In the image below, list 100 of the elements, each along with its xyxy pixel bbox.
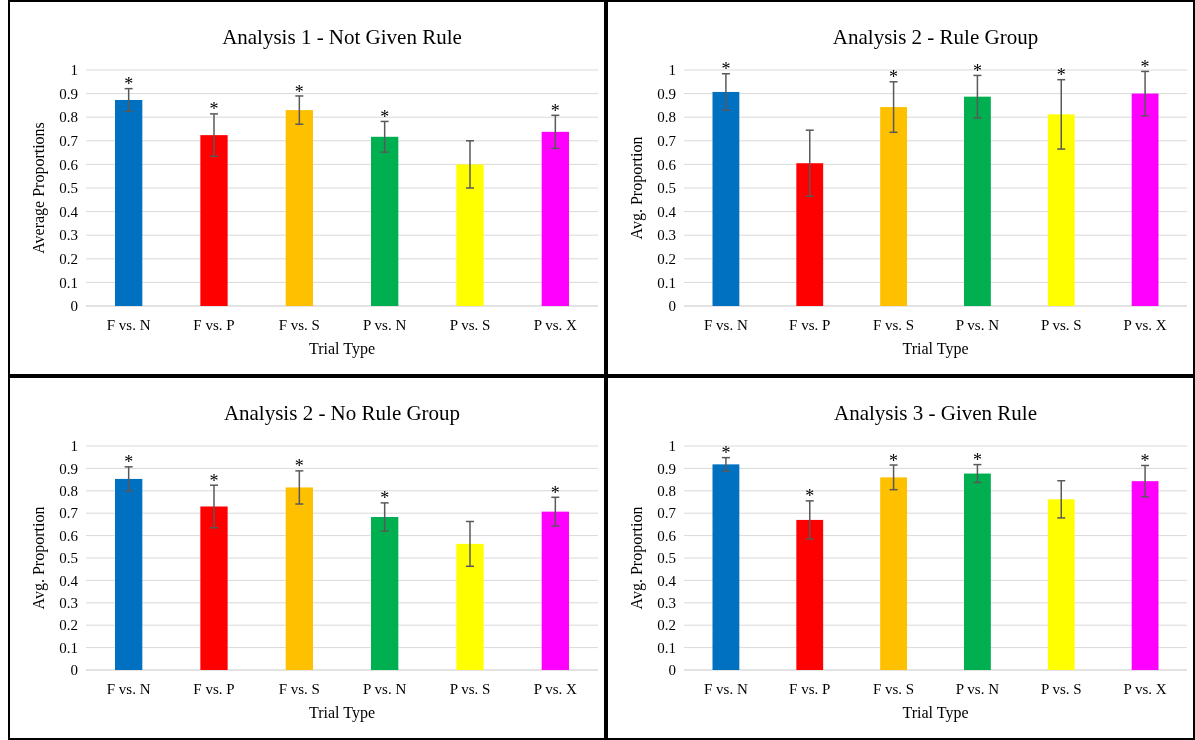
bar bbox=[541, 131, 569, 306]
annotation: * bbox=[209, 99, 219, 120]
y-tick-label: 0.3 bbox=[657, 595, 676, 612]
x-axis-title: Trial Type bbox=[309, 704, 375, 722]
bar bbox=[371, 136, 399, 306]
x-tick-label: P vs. S bbox=[449, 317, 491, 333]
y-tick-label: 0.8 bbox=[657, 483, 676, 500]
x-tick-label: P vs. X bbox=[533, 317, 578, 333]
x-tick-label: F vs. S bbox=[278, 317, 320, 333]
y-tick-label: 0.6 bbox=[59, 527, 79, 544]
chart-title: Analysis 2 - No Rule Group bbox=[223, 401, 461, 425]
bar bbox=[1047, 114, 1075, 306]
y-tick-label: 0.3 bbox=[657, 227, 676, 244]
y-tick-label: 0.8 bbox=[657, 109, 676, 126]
annotation: * bbox=[972, 450, 982, 471]
y-tick-label: 1 bbox=[668, 438, 676, 455]
y-tick-label: 0.9 bbox=[59, 460, 78, 477]
y-tick-label: 0.4 bbox=[657, 572, 677, 589]
annotation: * bbox=[124, 452, 134, 473]
annotation: * bbox=[889, 450, 899, 471]
x-tick-label: F vs. P bbox=[789, 317, 831, 333]
y-tick-label: 0.7 bbox=[59, 133, 79, 150]
y-tick-label: 1 bbox=[70, 438, 78, 455]
bar bbox=[456, 543, 484, 670]
annotation: * bbox=[294, 456, 304, 477]
bar bbox=[712, 464, 740, 670]
annotation: * bbox=[805, 486, 815, 507]
y-axis-title: Average Proportions bbox=[30, 122, 48, 254]
y-tick-label: 0.6 bbox=[59, 156, 79, 173]
x-tick-label: P vs. S bbox=[449, 681, 491, 697]
x-axis-title: Trial Type bbox=[902, 704, 969, 722]
y-tick-label: 0.5 bbox=[59, 180, 78, 197]
y-tick-label: 0.4 bbox=[657, 203, 677, 220]
x-tick-label: P vs. X bbox=[1123, 317, 1167, 333]
y-tick-label: 0.2 bbox=[657, 617, 676, 634]
x-tick-label: P vs. X bbox=[1123, 681, 1167, 697]
chart-title: Analysis 2 - Rule Group bbox=[832, 25, 1039, 49]
y-tick-label: 0.8 bbox=[59, 109, 78, 126]
bar bbox=[1131, 93, 1159, 306]
bar bbox=[285, 110, 313, 306]
y-tick-label: 0.3 bbox=[59, 595, 78, 612]
y-tick-label: 0.7 bbox=[59, 505, 79, 522]
y-tick-label: 0.1 bbox=[657, 274, 676, 291]
y-tick-label: 0.7 bbox=[657, 133, 677, 150]
x-tick-label: P vs. N bbox=[955, 317, 1000, 333]
x-tick-label: P vs. N bbox=[363, 681, 407, 697]
annotation: * bbox=[721, 59, 731, 80]
x-tick-label: P vs. X bbox=[533, 681, 578, 697]
y-tick-label: 0.5 bbox=[59, 550, 78, 567]
x-tick-label: P vs. N bbox=[955, 681, 1000, 697]
annotation: * bbox=[550, 100, 560, 121]
y-tick-label: 0.4 bbox=[59, 203, 79, 220]
x-tick-label: F vs. P bbox=[193, 681, 235, 697]
y-tick-label: 1 bbox=[668, 62, 676, 79]
bar bbox=[964, 96, 991, 306]
annotation: * bbox=[124, 74, 134, 95]
bar bbox=[1047, 499, 1075, 670]
annotation: * bbox=[209, 470, 219, 491]
y-axis-title: Avg. Proportion bbox=[628, 506, 646, 610]
x-tick-label: F vs. N bbox=[106, 681, 151, 697]
bar bbox=[541, 511, 569, 670]
annotation: * bbox=[380, 488, 390, 509]
y-tick-label: 0.9 bbox=[657, 460, 676, 477]
y-tick-label: 0.9 bbox=[657, 85, 676, 102]
y-axis-title: Avg. Proportion bbox=[30, 506, 48, 610]
bar bbox=[880, 107, 907, 306]
annotation: * bbox=[294, 81, 304, 102]
y-tick-label: 0.7 bbox=[657, 505, 677, 522]
x-tick-label: P vs. S bbox=[1040, 681, 1082, 697]
y-tick-label: 0.6 bbox=[657, 527, 677, 544]
bar bbox=[371, 517, 399, 670]
x-tick-label: P vs. N bbox=[363, 317, 407, 333]
y-tick-label: 0.1 bbox=[59, 274, 78, 291]
y-tick-label: 0 bbox=[70, 298, 78, 315]
x-axis-title: Trial Type bbox=[902, 340, 969, 358]
bar bbox=[456, 164, 484, 306]
x-tick-label: F vs. S bbox=[872, 317, 915, 333]
x-tick-label: F vs. S bbox=[872, 681, 915, 697]
bar bbox=[115, 99, 143, 306]
y-tick-label: 0.1 bbox=[59, 639, 78, 656]
y-tick-label: 0.2 bbox=[59, 617, 78, 634]
annotation: * bbox=[1140, 57, 1150, 78]
y-tick-label: 0 bbox=[70, 662, 78, 679]
bar bbox=[964, 473, 991, 670]
bar bbox=[1131, 481, 1159, 670]
bar bbox=[115, 478, 143, 670]
y-tick-label: 0.5 bbox=[657, 180, 676, 197]
chart-title: Analysis 3 - Given Rule bbox=[834, 401, 1037, 425]
annotation: * bbox=[380, 107, 390, 128]
bar bbox=[796, 519, 824, 670]
x-tick-label: F vs. N bbox=[106, 317, 151, 333]
y-tick-label: 1 bbox=[70, 62, 78, 79]
annotation: * bbox=[889, 67, 899, 88]
chart-title: Analysis 1 - Not Given Rule bbox=[222, 25, 462, 49]
bar bbox=[880, 477, 907, 670]
annotation: * bbox=[721, 443, 731, 464]
bar bbox=[796, 163, 824, 306]
x-tick-label: P vs. S bbox=[1040, 317, 1082, 333]
x-tick-label: F vs. P bbox=[193, 317, 235, 333]
y-tick-label: 0.8 bbox=[59, 483, 78, 500]
